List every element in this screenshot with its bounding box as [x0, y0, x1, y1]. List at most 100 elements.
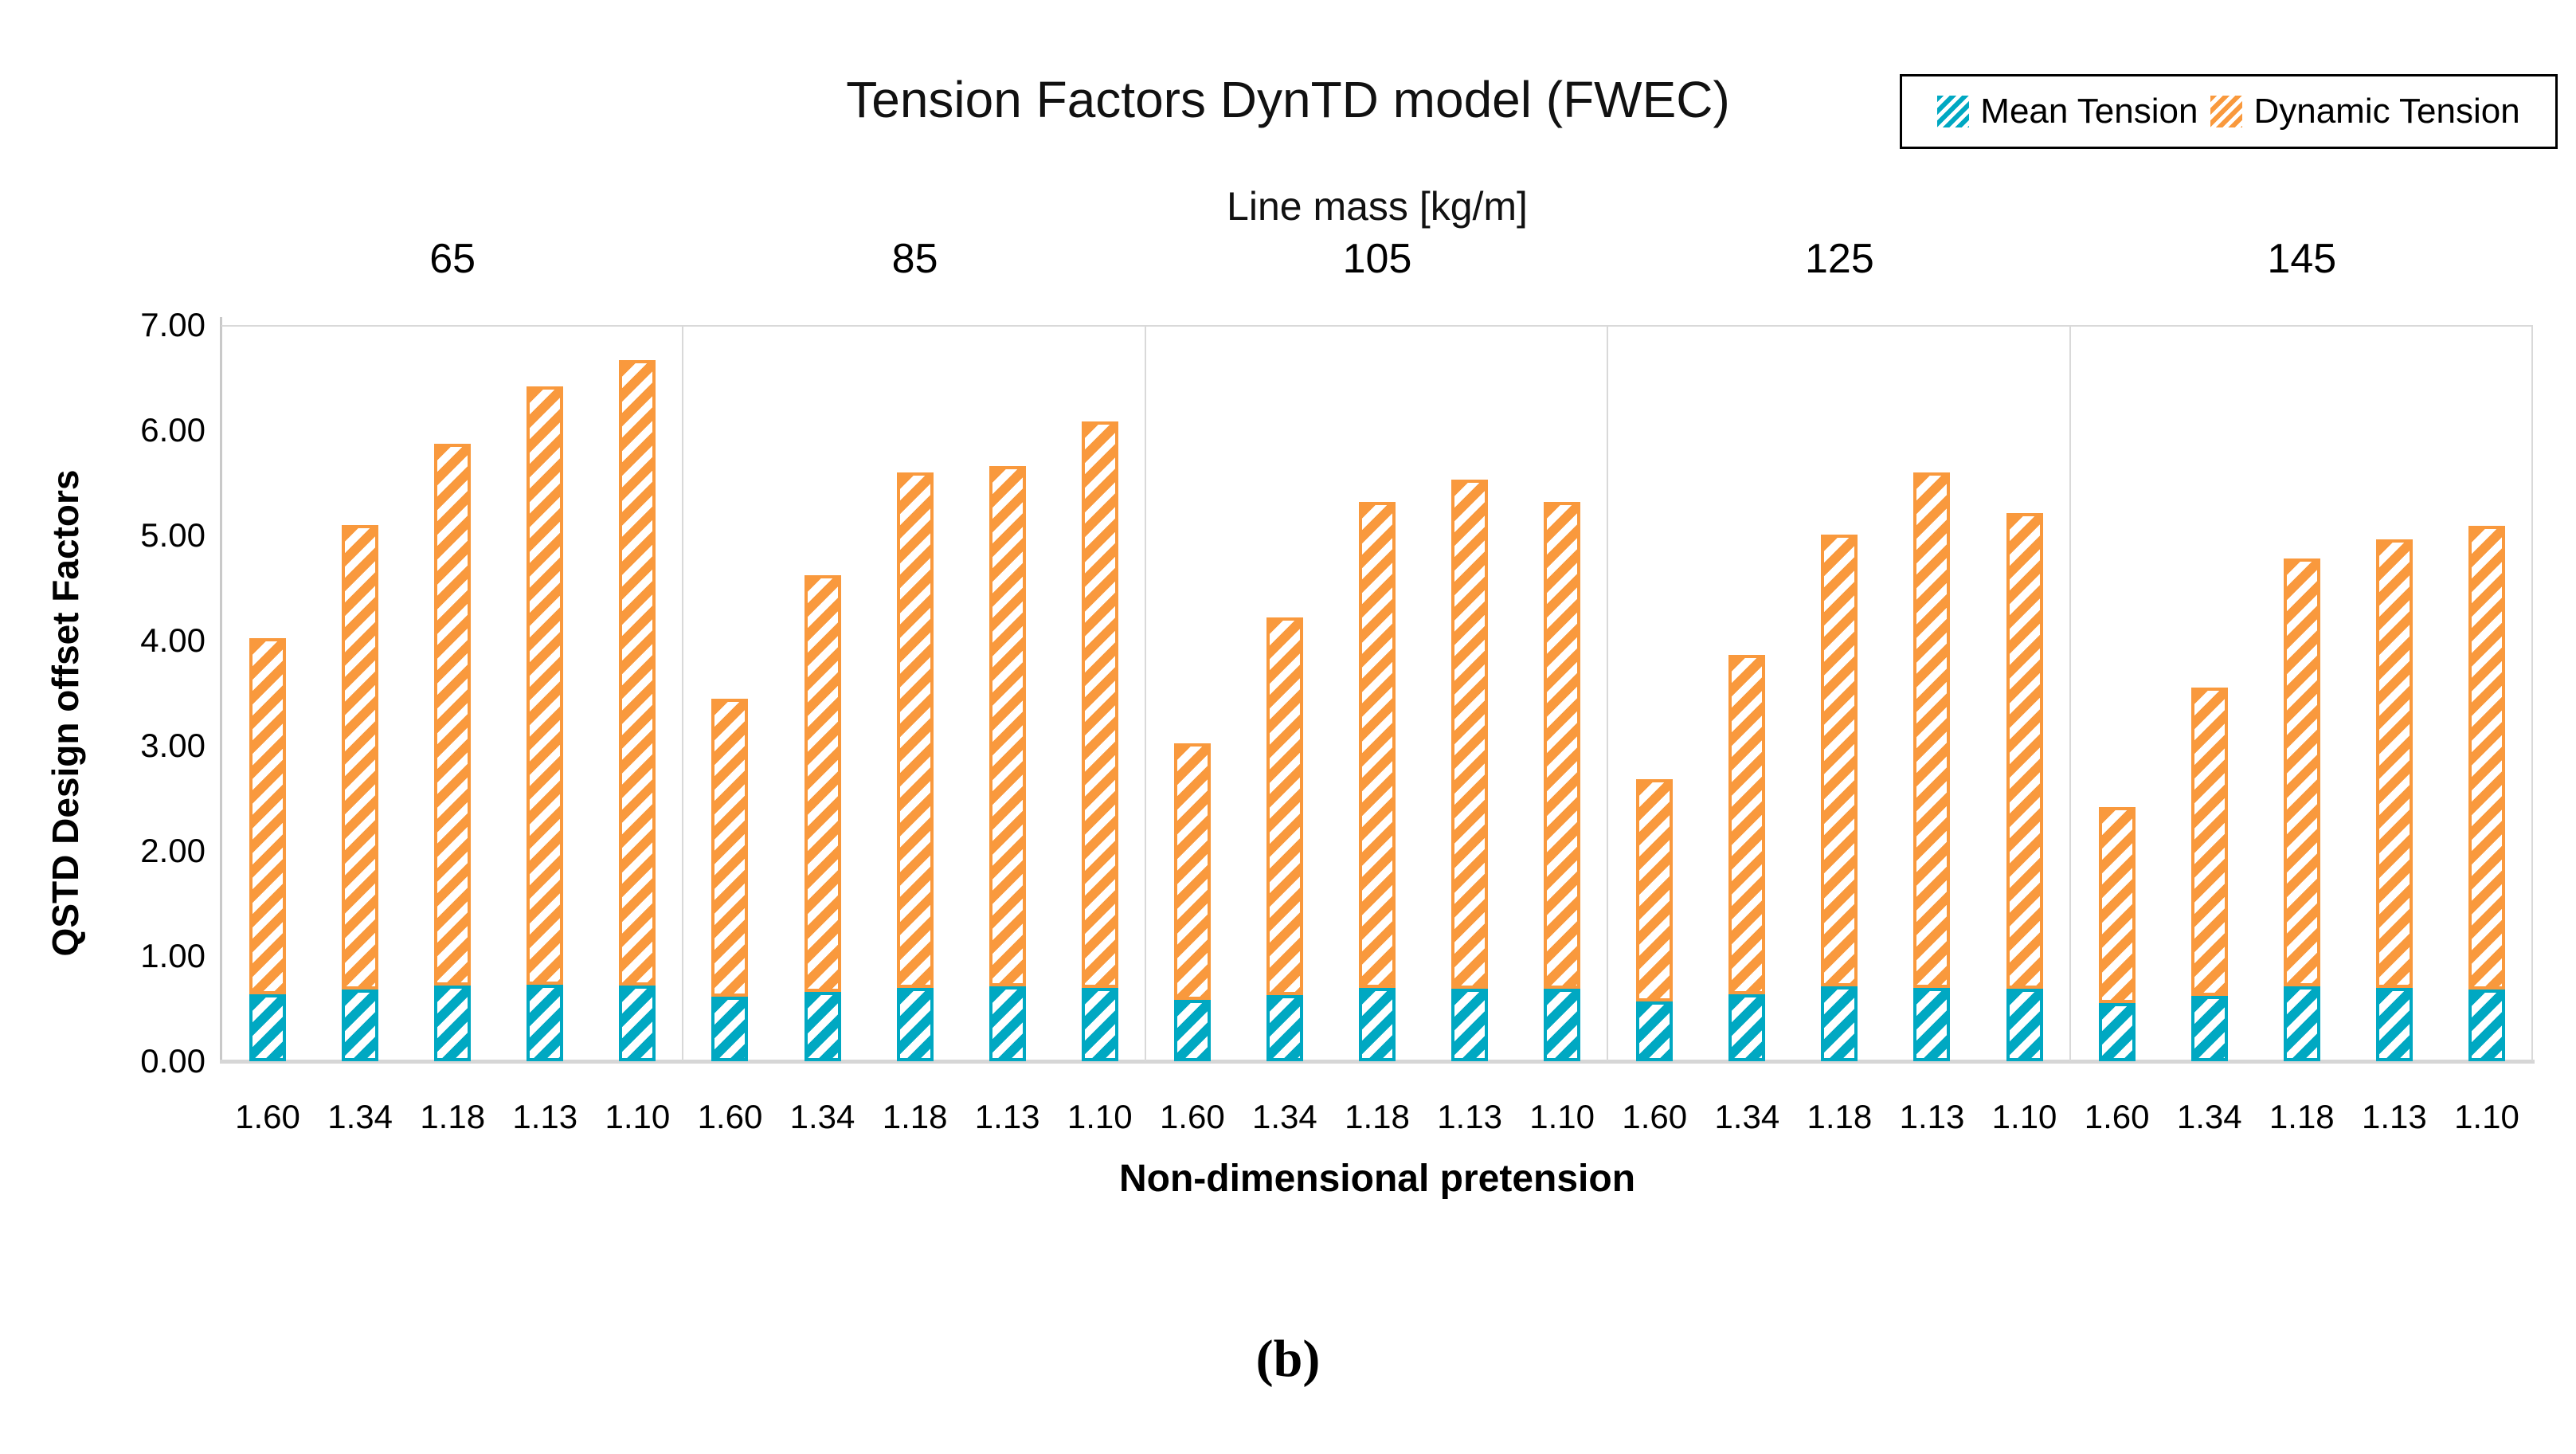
x-tick-label: 1.13	[512, 1098, 578, 1135]
bar-segment-dynamic-tension	[1821, 534, 1858, 987]
bar-segment-mean-tension	[2375, 987, 2413, 1061]
bar-segment-mean-tension	[1173, 1000, 1211, 1061]
y-tick-label: 2.00	[140, 832, 206, 869]
panel-border	[683, 325, 1146, 1061]
x-tick-label: 1.13	[1899, 1098, 1965, 1135]
bar-segment-mean-tension	[1451, 988, 1489, 1061]
bar-segment-dynamic-tension	[2098, 806, 2136, 1004]
bar-segment-dynamic-tension	[1544, 501, 1581, 989]
x-tick-label: 1.10	[2454, 1098, 2519, 1135]
bar-segment-dynamic-tension	[434, 444, 472, 986]
bar-segment-dynamic-tension	[1359, 501, 1396, 988]
figure-caption: (b)	[1255, 1330, 1321, 1388]
bar-segment-mean-tension	[2468, 990, 2505, 1061]
bar-segment-mean-tension	[1636, 1001, 1674, 1061]
bar-segment-mean-tension	[1081, 987, 1118, 1061]
bar-segment-mean-tension	[1544, 988, 1581, 1061]
bar-segment-mean-tension	[249, 994, 287, 1061]
legend-label-mean: Mean Tension	[1980, 92, 2198, 131]
x-axis-title: Non-dimensional pretension	[1118, 1158, 1636, 1200]
x-tick-label: 1.10	[1067, 1098, 1133, 1135]
group-label: 85	[891, 236, 938, 282]
bar-segment-dynamic-tension	[989, 465, 1026, 987]
x-tick-label: 1.18	[1807, 1098, 1873, 1135]
y-axis-line	[220, 317, 222, 1063]
bar-segment-dynamic-tension	[2006, 513, 2043, 989]
bar-segment-dynamic-tension	[527, 386, 564, 985]
bar-segment-dynamic-tension	[2468, 526, 2505, 990]
x-tick-label: 1.60	[697, 1098, 763, 1135]
x-tick-label: 1.18	[2269, 1098, 2335, 1135]
panel-border	[1608, 325, 2071, 1061]
x-tick-label: 1.60	[235, 1098, 300, 1135]
panel-border	[1145, 325, 1609, 1061]
bar-segment-dynamic-tension	[896, 472, 934, 988]
panel-border	[221, 325, 684, 1061]
x-tick-label: 1.34	[1714, 1098, 1780, 1135]
group-label: 65	[429, 236, 476, 282]
bar-segment-mean-tension	[2006, 988, 2043, 1061]
group-label: 145	[2267, 236, 2337, 282]
y-tick-label: 0.00	[140, 1042, 206, 1080]
x-tick-label: 1.13	[2362, 1098, 2427, 1135]
bar-segment-mean-tension	[527, 984, 564, 1061]
bar-segment-dynamic-tension	[619, 359, 656, 986]
bar-segment-dynamic-tension	[2190, 688, 2228, 997]
bar-segment-mean-tension	[342, 990, 379, 1061]
legend: Mean Tension Dynamic Tension	[1900, 74, 2558, 149]
x-tick-label: 1.34	[327, 1098, 393, 1135]
bar-segment-mean-tension	[1728, 994, 1766, 1061]
x-tick-label: 1.60	[1622, 1098, 1688, 1135]
y-axis-title: QSTD Design offset Factors	[45, 469, 86, 957]
bar-segment-dynamic-tension	[342, 524, 379, 990]
bar-segment-mean-tension	[434, 985, 472, 1061]
bar-segment-mean-tension	[2283, 986, 2320, 1061]
x-tick-label: 1.10	[1529, 1098, 1595, 1135]
group-label: 125	[1805, 236, 1874, 282]
group-axis-label: Line mass [kg/m]	[1227, 184, 1528, 229]
bar-segment-dynamic-tension	[1451, 480, 1489, 989]
x-tick-label: 1.60	[1159, 1098, 1225, 1135]
x-tick-label: 1.18	[420, 1098, 486, 1135]
x-tick-label: 1.34	[789, 1098, 855, 1135]
x-tick-label: 1.18	[882, 1098, 948, 1135]
bar-segment-mean-tension	[804, 991, 841, 1061]
bar-segment-mean-tension	[2190, 996, 2228, 1061]
x-tick-label: 1.13	[974, 1098, 1040, 1135]
x-tick-label: 1.18	[1345, 1098, 1410, 1135]
bar-segment-dynamic-tension	[804, 575, 841, 992]
dynamic-tension-swatch-icon	[2210, 96, 2243, 127]
y-tick-label: 5.00	[140, 516, 206, 554]
legend-label-dynamic: Dynamic Tension	[2253, 92, 2520, 131]
y-tick-label: 7.00	[140, 306, 206, 343]
bar-segment-mean-tension	[711, 997, 749, 1061]
bar-segment-dynamic-tension	[1081, 421, 1118, 988]
bar-segment-mean-tension	[619, 985, 656, 1061]
bar-segment-dynamic-tension	[1266, 617, 1303, 995]
bar-segment-dynamic-tension	[2375, 539, 2413, 988]
bar-segment-mean-tension	[896, 987, 934, 1061]
x-tick-label: 1.10	[605, 1098, 671, 1135]
legend-item-dynamic-tension: Dynamic Tension	[2210, 92, 2520, 131]
mean-tension-swatch-icon	[1937, 96, 1970, 127]
y-tick-label: 4.00	[140, 621, 206, 659]
panel-border	[2070, 325, 2533, 1061]
y-tick-label: 1.00	[140, 937, 206, 974]
bar-segment-dynamic-tension	[1173, 743, 1211, 1001]
bar-segment-dynamic-tension	[1636, 779, 1674, 1001]
bar-segment-dynamic-tension	[711, 698, 749, 997]
bar-segment-mean-tension	[989, 986, 1026, 1061]
bar-segment-dynamic-tension	[1728, 655, 1766, 994]
bar-segment-mean-tension	[2098, 1003, 2136, 1061]
x-tick-label: 1.60	[2084, 1098, 2150, 1135]
x-axis-line	[220, 1060, 2535, 1064]
x-tick-label: 1.34	[2176, 1098, 2242, 1135]
bar-segment-mean-tension	[1913, 987, 1951, 1061]
bar-segment-mean-tension	[1821, 986, 1858, 1061]
bar-segment-dynamic-tension	[249, 638, 287, 994]
bar-segment-mean-tension	[1266, 994, 1303, 1061]
x-tick-label: 1.34	[1252, 1098, 1317, 1135]
x-tick-label: 1.13	[1437, 1098, 1502, 1135]
chart-title: Tension Factors DynTD model (FWEC)	[846, 71, 1730, 128]
group-label: 105	[1342, 236, 1412, 282]
